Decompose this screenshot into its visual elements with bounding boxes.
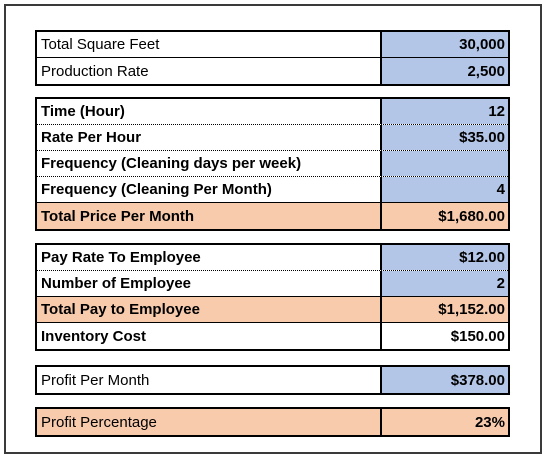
label-total-square-feet: Total Square Feet bbox=[37, 32, 382, 57]
value-total-square-feet[interactable]: 30,000 bbox=[382, 32, 508, 57]
row-pay-rate: Pay Rate To Employee $12.00 bbox=[37, 245, 508, 271]
value-pay-rate[interactable]: $12.00 bbox=[382, 245, 508, 270]
label-number-of-employee: Number of Employee bbox=[37, 271, 382, 296]
label-total-pay: Total Pay to Employee bbox=[37, 297, 382, 322]
label-frequency-days-per-week: Frequency (Cleaning days per week) bbox=[37, 151, 382, 176]
value-total-pay: $1,152.00 bbox=[382, 297, 508, 322]
pricing-section: Time (Hour) 12 Rate Per Hour $35.00 Freq… bbox=[35, 97, 510, 231]
row-rate-per-hour: Rate Per Hour $35.00 bbox=[37, 125, 508, 151]
value-frequency-days-per-week[interactable] bbox=[382, 151, 508, 176]
row-frequency-per-month: Frequency (Cleaning Per Month) 4 bbox=[37, 177, 508, 203]
value-rate-per-hour[interactable]: $35.00 bbox=[382, 125, 508, 150]
label-total-price-per-month: Total Price Per Month bbox=[37, 203, 382, 229]
label-profit-percentage: Profit Percentage bbox=[37, 409, 382, 435]
value-profit-percentage: 23% bbox=[382, 409, 508, 435]
row-production-rate: Production Rate 2,500 bbox=[37, 58, 508, 84]
value-number-of-employee[interactable]: 2 bbox=[382, 271, 508, 296]
label-rate-per-hour: Rate Per Hour bbox=[37, 125, 382, 150]
label-inventory-cost: Inventory Cost bbox=[37, 323, 382, 349]
value-inventory-cost[interactable]: $150.00 bbox=[382, 323, 508, 349]
row-frequency-days-per-week: Frequency (Cleaning days per week) bbox=[37, 151, 508, 177]
row-total-pay: Total Pay to Employee $1,152.00 bbox=[37, 297, 508, 323]
value-time-hour[interactable]: 12 bbox=[382, 99, 508, 124]
area-section: Total Square Feet 30,000 Production Rate… bbox=[35, 30, 510, 86]
profit-percentage-section: Profit Percentage 23% bbox=[35, 407, 510, 437]
label-time-hour: Time (Hour) bbox=[37, 99, 382, 124]
row-number-of-employee: Number of Employee 2 bbox=[37, 271, 508, 297]
row-inventory-cost: Inventory Cost $150.00 bbox=[37, 323, 508, 349]
value-total-price-per-month: $1,680.00 bbox=[382, 203, 508, 229]
label-pay-rate: Pay Rate To Employee bbox=[37, 245, 382, 270]
label-frequency-per-month: Frequency (Cleaning Per Month) bbox=[37, 177, 382, 202]
value-profit-per-month: $378.00 bbox=[382, 367, 508, 393]
value-frequency-per-month[interactable]: 4 bbox=[382, 177, 508, 202]
row-profit-percentage: Profit Percentage 23% bbox=[37, 409, 508, 435]
profit-section: Profit Per Month $378.00 bbox=[35, 365, 510, 395]
row-time-hour: Time (Hour) 12 bbox=[37, 99, 508, 125]
label-profit-per-month: Profit Per Month bbox=[37, 367, 382, 393]
row-profit-per-month: Profit Per Month $378.00 bbox=[37, 367, 508, 393]
row-total-price-per-month: Total Price Per Month $1,680.00 bbox=[37, 203, 508, 229]
row-total-square-feet: Total Square Feet 30,000 bbox=[37, 32, 508, 58]
value-production-rate[interactable]: 2,500 bbox=[382, 58, 508, 84]
label-production-rate: Production Rate bbox=[37, 58, 382, 84]
employee-section: Pay Rate To Employee $12.00 Number of Em… bbox=[35, 243, 510, 351]
